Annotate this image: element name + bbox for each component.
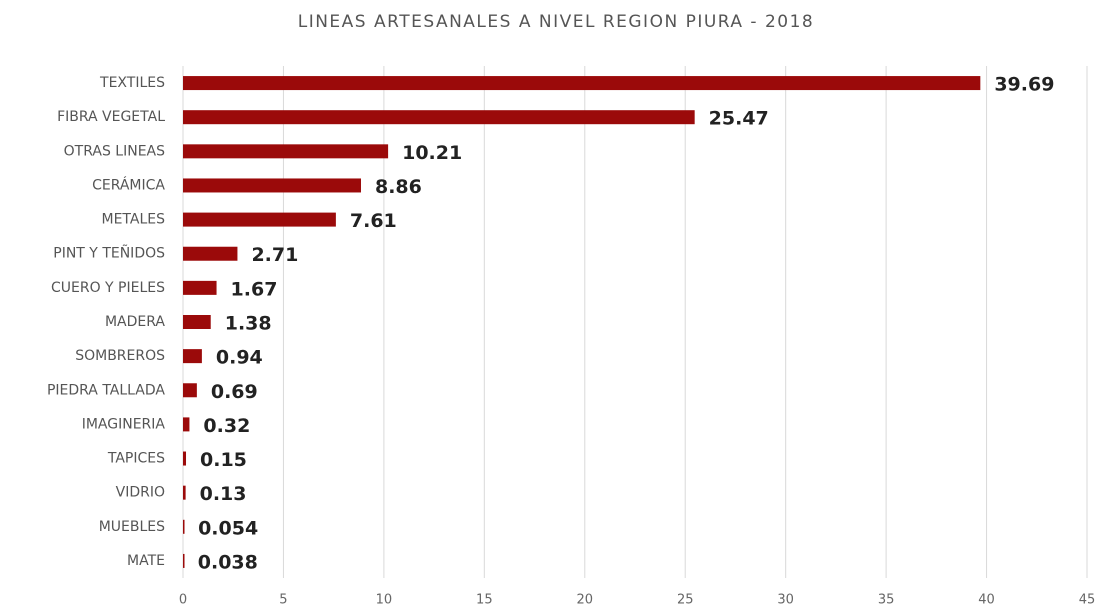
bar — [183, 110, 695, 125]
bar — [183, 349, 202, 364]
bar — [183, 519, 185, 534]
y-tick-label: CUERO Y PIELES — [51, 280, 165, 296]
data-label: 10.21 — [402, 142, 462, 164]
y-tick-label: SOMBREROS — [75, 348, 165, 364]
bar — [183, 178, 361, 193]
y-tick-label: IMAGINERIA — [82, 416, 166, 432]
x-tick-label: 30 — [777, 593, 794, 608]
y-tick-label: VIDRIO — [116, 485, 165, 501]
bar — [183, 76, 981, 91]
x-tick-label: 0 — [179, 593, 187, 608]
y-tick-label: TAPICES — [107, 451, 165, 467]
y-tick-label: MADERA — [105, 314, 165, 330]
data-label: 0.054 — [198, 517, 258, 539]
y-tick-label: MATE — [127, 553, 165, 569]
x-tick-label: 20 — [577, 593, 594, 608]
data-label: 2.71 — [251, 244, 298, 266]
y-tick-label: TEXTILES — [99, 75, 165, 91]
data-label: 0.94 — [216, 347, 263, 369]
x-tick-label: 15 — [476, 593, 493, 608]
data-label: 0.15 — [200, 449, 247, 471]
x-tick-label: 40 — [978, 593, 995, 608]
x-tick-label: 45 — [1079, 593, 1096, 608]
x-tick-label: 25 — [677, 593, 694, 608]
bar — [183, 451, 187, 466]
bar — [183, 553, 185, 568]
data-label: 0.038 — [198, 551, 258, 573]
bar — [183, 212, 336, 227]
bar — [183, 315, 211, 329]
data-label: 39.69 — [994, 74, 1054, 96]
bar — [183, 383, 197, 398]
chart-title: LINEAS ARTESANALES A NIVEL REGION PIURA … — [298, 12, 815, 32]
data-label: 1.38 — [225, 313, 272, 335]
bar — [183, 485, 186, 500]
bar — [183, 417, 190, 432]
x-tick-label: 5 — [279, 593, 287, 608]
y-tick-label: METALES — [102, 212, 166, 228]
y-tick-label: CERÁMICA — [92, 176, 165, 193]
data-label: 0.69 — [211, 381, 258, 403]
x-tick-label: 35 — [878, 593, 895, 608]
data-label: 0.13 — [200, 483, 247, 505]
data-label: 8.86 — [375, 176, 422, 198]
bar — [183, 246, 238, 261]
data-label: 7.61 — [350, 210, 397, 232]
y-tick-label: FIBRA VEGETAL — [57, 109, 165, 125]
bar — [183, 144, 389, 159]
y-tick-label: OTRAS LINEAS — [64, 143, 165, 159]
y-tick-label: PINT Y TEÑIDOS — [53, 245, 165, 262]
bar — [183, 280, 217, 295]
data-label: 25.47 — [709, 108, 769, 130]
x-tick-label: 10 — [376, 593, 393, 608]
data-label: 0.32 — [203, 415, 250, 437]
data-label: 1.67 — [231, 278, 278, 300]
y-tick-label: MUEBLES — [99, 519, 165, 535]
y-tick-label: PIEDRA TALLADA — [47, 382, 165, 398]
